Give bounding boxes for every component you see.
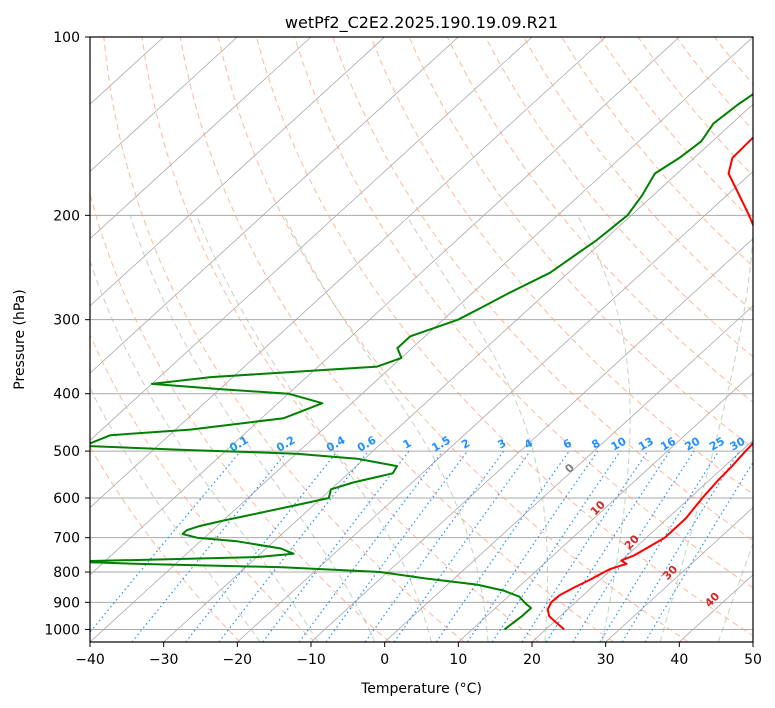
isotherm-line — [163, 103, 753, 642]
x-tick-label: 50 — [744, 652, 762, 668]
mixing-ratio-line — [644, 461, 753, 642]
x-tick-label: 40 — [670, 652, 688, 668]
isotherm-line — [90, 37, 533, 441]
x-tick-label: −10 — [296, 652, 326, 668]
x-tick-label: 10 — [449, 652, 467, 668]
isotherm-line — [458, 372, 753, 642]
dry-adiabat-line — [408, 37, 753, 449]
mixing-ratio-line — [545, 450, 671, 642]
y-tick-label: 600 — [53, 491, 80, 507]
x-tick-label: −40 — [75, 652, 105, 668]
chart-title: wetPf2_C2E2.2025.190.19.09.R21 — [285, 13, 558, 33]
mixing-ratio-line — [599, 450, 720, 642]
isotherm-line — [90, 37, 606, 509]
y-tick-label: 800 — [53, 565, 80, 581]
dry-adiabat-line — [523, 37, 753, 313]
dry-adiabat-line — [103, 37, 465, 642]
y-axis-label: Pressure (hPa) — [12, 289, 28, 389]
moist-adiabat-line — [196, 215, 432, 642]
mixing-ratio-line — [262, 450, 410, 642]
x-tick-label: −30 — [149, 652, 179, 668]
dry-adiabat-line — [294, 37, 753, 589]
isotherm-line — [605, 507, 753, 642]
isotherm-line — [237, 170, 753, 642]
isotherm-line — [90, 37, 459, 374]
isotherm-label: -20 — [768, 131, 775, 154]
moist-adiabat-line — [129, 215, 376, 642]
x-tick-label: 30 — [597, 652, 615, 668]
dry-adiabat-line — [332, 37, 753, 542]
mixing-ratio-line — [435, 450, 570, 642]
dry-adiabat-line — [484, 37, 753, 358]
dry-adiabat-line — [179, 37, 614, 642]
mixing-ratio-line — [572, 450, 695, 642]
dry-adiabat-line — [752, 37, 753, 39]
x-tick-label: 20 — [523, 652, 541, 668]
mixing-ratio-line — [491, 450, 621, 642]
isotherm-line — [90, 37, 312, 240]
mixing-ratio-line — [621, 450, 740, 642]
dry-adiabat-line — [141, 37, 540, 642]
dewpoint-profile-line — [90, 92, 753, 631]
isotherm-line — [752, 641, 753, 642]
mixing-ratio-line — [521, 450, 649, 642]
dry-adiabat-line — [90, 192, 390, 642]
isotherm-line — [310, 238, 753, 642]
y-tick-label: 1000 — [44, 622, 80, 638]
isotherm-line — [90, 37, 680, 576]
y-tick-label: 500 — [53, 444, 80, 460]
isotherm-line — [90, 37, 385, 307]
mixing-ratio-line — [131, 450, 289, 642]
moist-adiabat-line — [405, 215, 549, 642]
temperature-profile-line — [546, 136, 753, 631]
dry-adiabat-line — [446, 37, 753, 403]
x-tick-label: −20 — [223, 652, 253, 668]
mixing-ratio-label: 36 — [748, 434, 768, 453]
isotherm-line — [90, 37, 238, 172]
y-tick-label: 100 — [53, 30, 80, 46]
x-axis-label: Temperature (°C) — [360, 681, 482, 697]
y-tick-label: 200 — [53, 208, 80, 224]
isotherm-line — [90, 37, 753, 642]
moist-adiabat-line — [577, 215, 631, 642]
moist-adiabat-line — [90, 387, 261, 642]
y-tick-label: 300 — [53, 313, 80, 329]
mixing-ratio-line — [466, 450, 599, 642]
dry-adiabat-line — [370, 37, 753, 495]
x-tick-label: 0 — [380, 652, 389, 668]
moist-adiabat-line — [90, 259, 319, 642]
plot-frame — [89, 36, 754, 643]
isotherm-line — [531, 439, 753, 642]
isotherm-line — [384, 305, 753, 642]
y-tick-label: 900 — [53, 595, 80, 611]
y-tick-label: 400 — [53, 387, 80, 403]
dry-adiabat-line — [256, 37, 753, 637]
mixing-ratio-line — [393, 450, 531, 642]
dry-adiabat-line — [217, 37, 689, 642]
mixing-ratio-line — [185, 450, 339, 642]
y-tick-label: 700 — [53, 531, 80, 547]
